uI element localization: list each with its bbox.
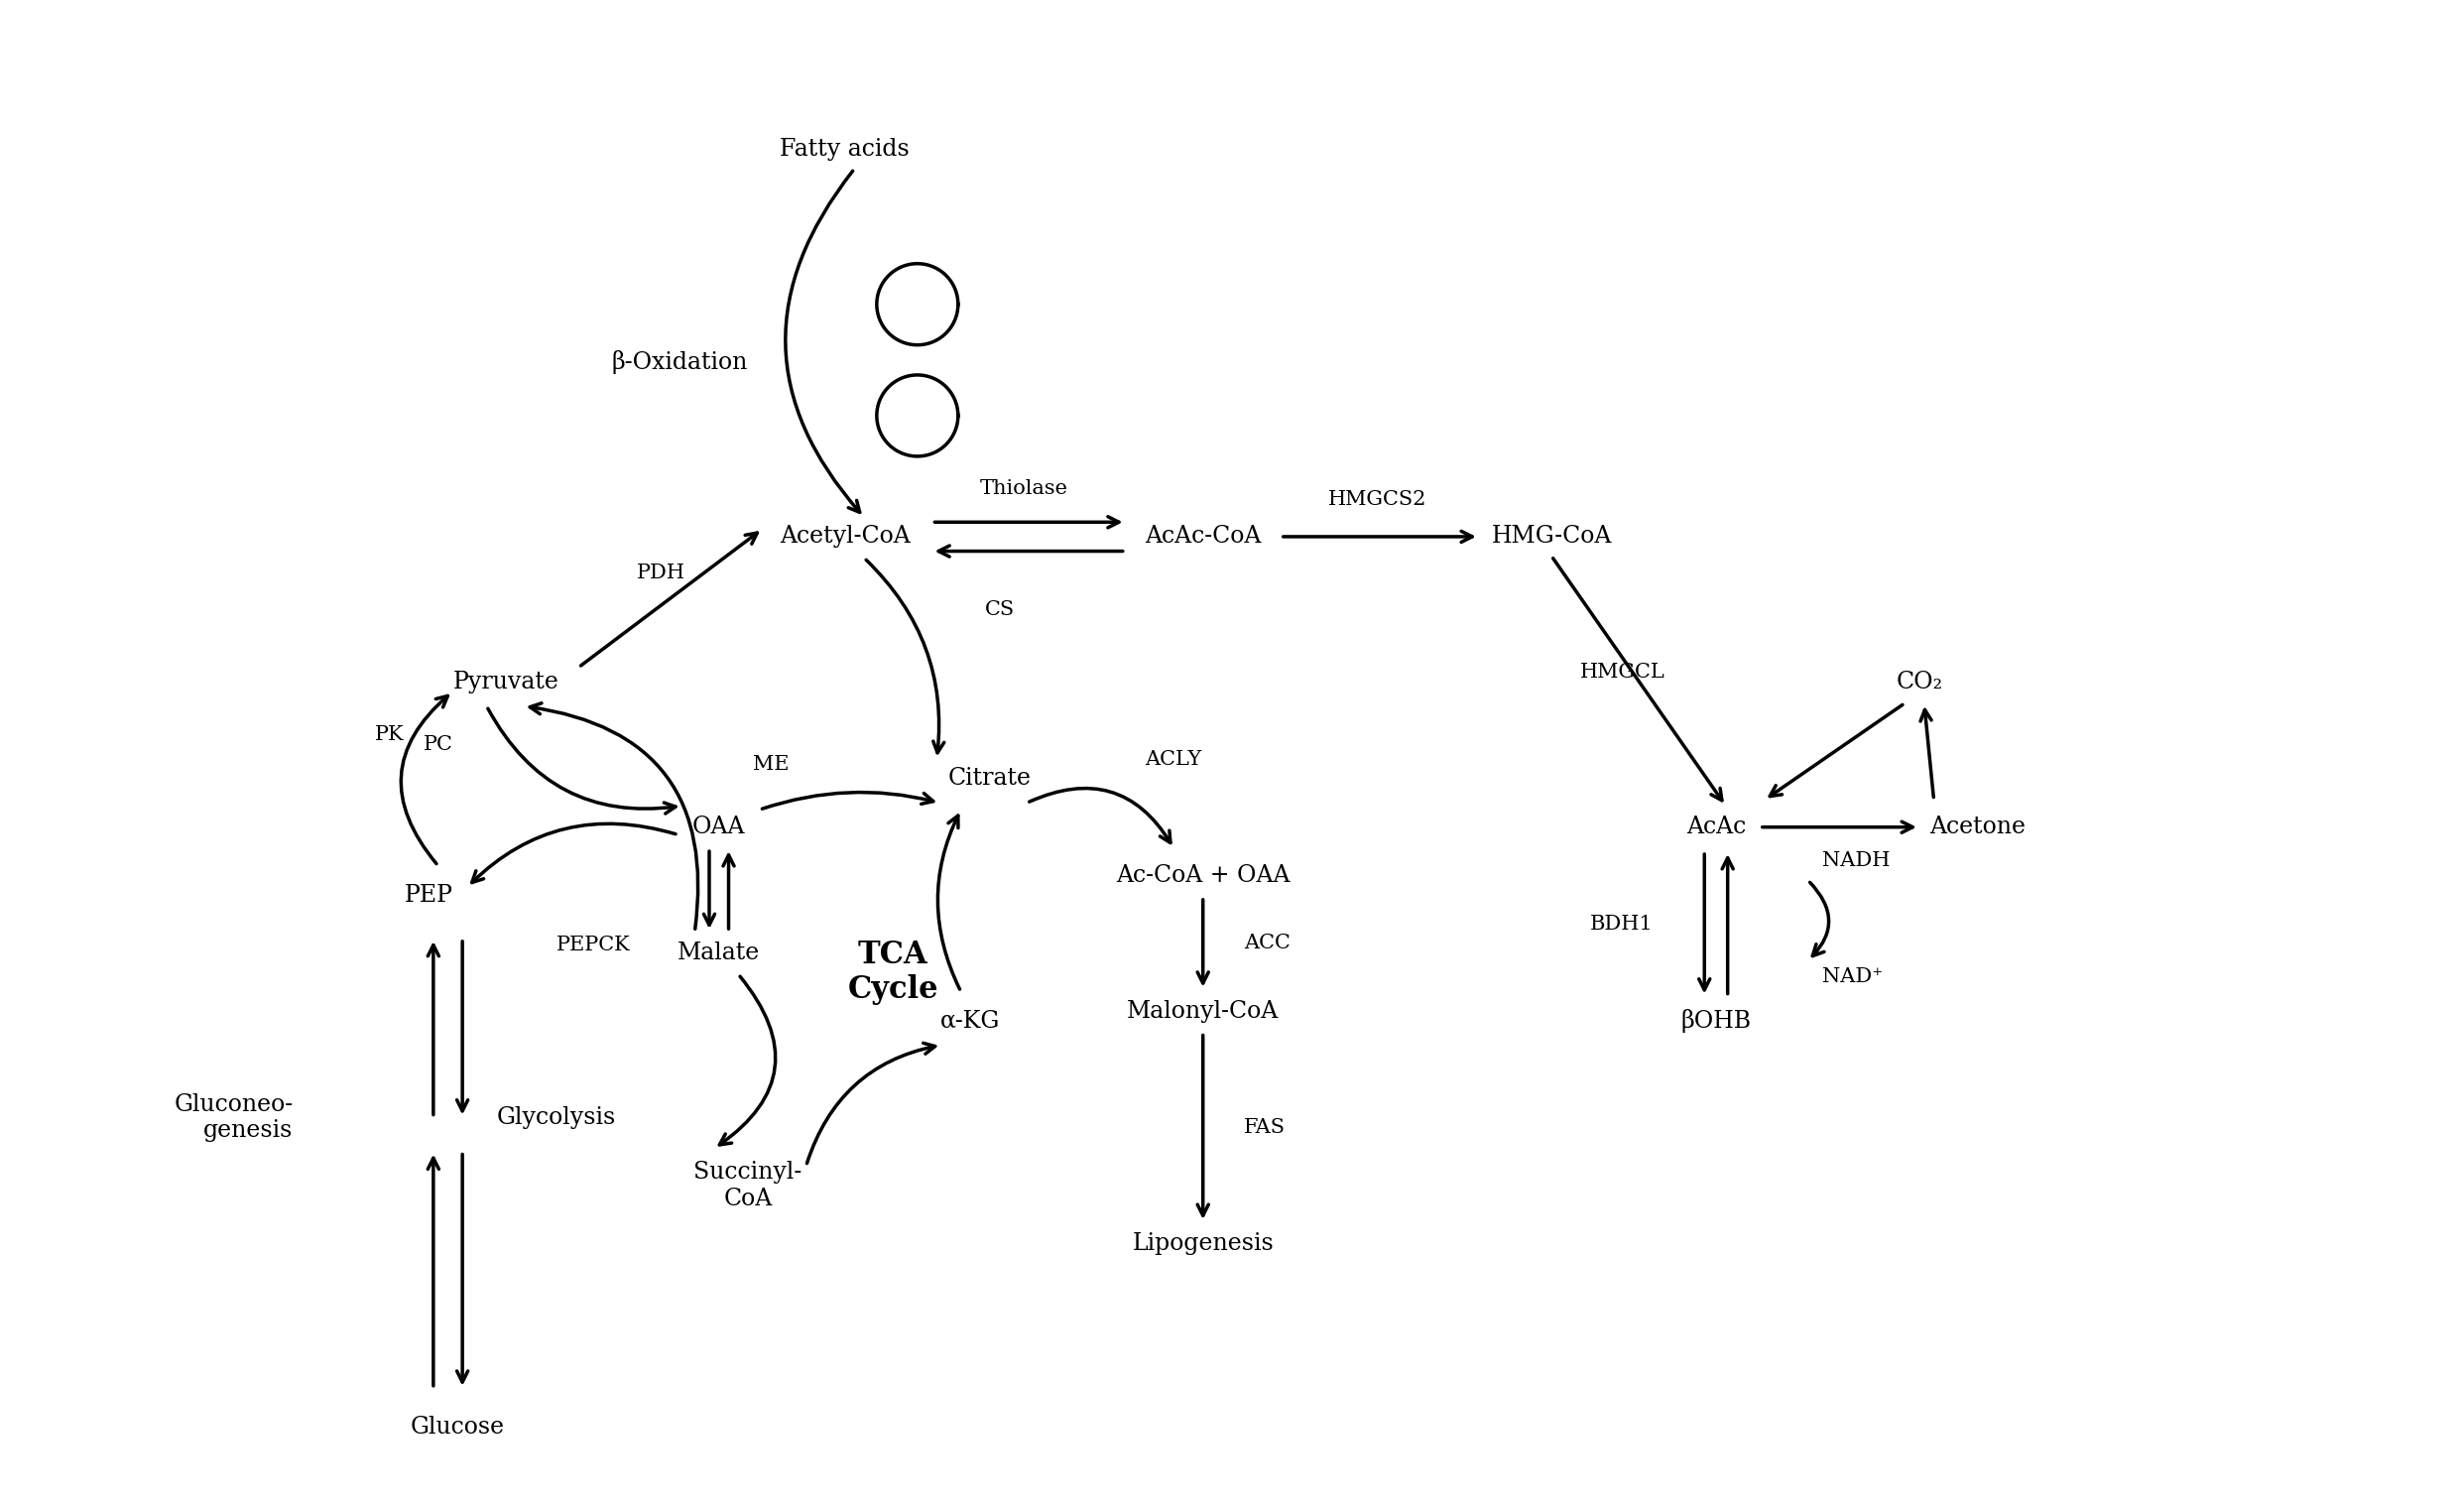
Text: Glucose: Glucose: [411, 1415, 505, 1438]
Text: Ac-CoA + OAA: Ac-CoA + OAA: [1116, 865, 1291, 887]
Text: PEPCK: PEPCK: [557, 936, 631, 955]
Text: TCA
Cycle: TCA Cycle: [848, 939, 939, 1005]
Text: Gluconeo-
genesis: Gluconeo- genesis: [175, 1093, 293, 1142]
Text: Malonyl-CoA: Malonyl-CoA: [1126, 999, 1279, 1023]
Text: Glycolysis: Glycolysis: [495, 1106, 616, 1129]
Text: ACLY: ACLY: [1146, 750, 1202, 768]
Text: Acetone: Acetone: [1929, 816, 2025, 839]
Text: OAA: OAA: [692, 816, 747, 839]
Text: PK: PK: [375, 726, 404, 744]
Text: HMG-CoA: HMG-CoA: [1491, 525, 1611, 548]
Text: Succinyl-
CoA: Succinyl- CoA: [695, 1160, 803, 1210]
Text: AcAc: AcAc: [1685, 816, 1747, 839]
Text: ME: ME: [754, 754, 788, 774]
Text: PEP: PEP: [404, 883, 453, 907]
Text: ACC: ACC: [1244, 934, 1291, 952]
Text: Citrate: Citrate: [949, 767, 1032, 791]
Text: Malate: Malate: [678, 942, 761, 964]
Text: BDH1: BDH1: [1589, 914, 1653, 934]
Text: HMGCS2: HMGCS2: [1328, 490, 1427, 509]
Text: FAS: FAS: [1244, 1118, 1286, 1136]
Text: HMGCL: HMGCL: [1579, 662, 1666, 682]
Text: PC: PC: [424, 735, 453, 754]
Text: α-KG: α-KG: [941, 1010, 1000, 1032]
Text: Acetyl-CoA: Acetyl-CoA: [779, 525, 909, 548]
Text: NADH: NADH: [1823, 851, 1890, 871]
Text: CO₂: CO₂: [1895, 670, 1942, 693]
Text: βOHB: βOHB: [1680, 1010, 1752, 1032]
Text: Thiolase: Thiolase: [981, 478, 1067, 498]
Text: CS: CS: [986, 601, 1015, 619]
Text: AcAc-CoA: AcAc-CoA: [1146, 525, 1262, 548]
Text: Fatty acids: Fatty acids: [781, 137, 909, 161]
Text: NAD⁺: NAD⁺: [1823, 967, 1882, 987]
Text: β-Oxidation: β-Oxidation: [611, 350, 749, 374]
Text: Lipogenesis: Lipogenesis: [1131, 1231, 1274, 1255]
Text: Pyruvate: Pyruvate: [453, 670, 559, 693]
Text: PDH: PDH: [636, 563, 685, 582]
